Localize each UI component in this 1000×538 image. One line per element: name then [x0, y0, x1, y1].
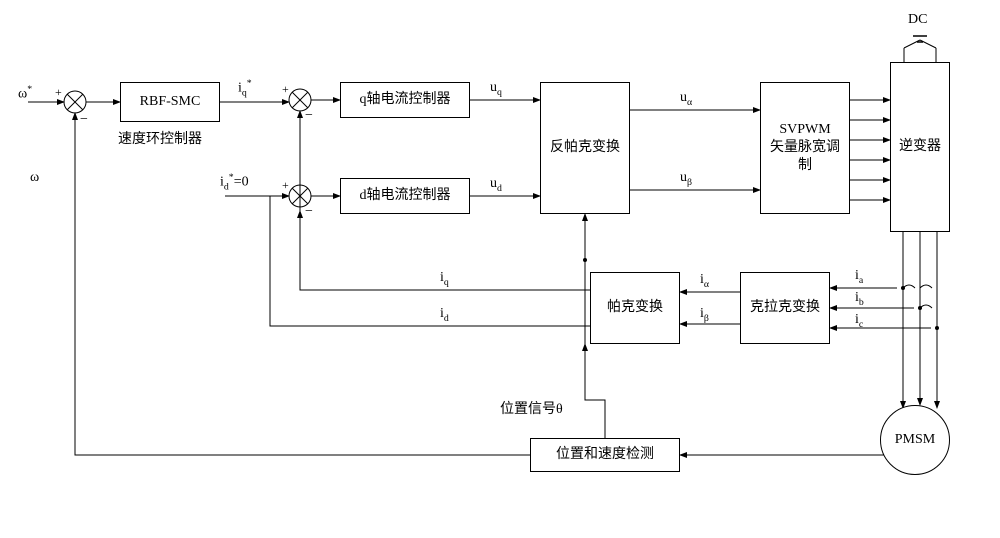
sum-id-minus: −	[305, 204, 313, 220]
label-dc: DC	[908, 12, 927, 28]
block-label: d轴电流控制器	[360, 187, 451, 205]
label-ud: ud	[490, 176, 502, 194]
label-id: id	[440, 306, 449, 324]
block-inverter: 逆变器	[890, 62, 950, 232]
label-ualpha: uα	[680, 90, 692, 108]
block-label: 克拉克变换	[750, 299, 820, 317]
block-label: SVPWM 矢量脉宽调 制	[770, 121, 840, 176]
sum-iq-plus: +	[282, 82, 289, 97]
wire-omega-fb	[75, 113, 530, 455]
block-label: 帕克变换	[607, 299, 663, 317]
wire-ia-tap	[830, 285, 932, 288]
label-omega: ω	[30, 170, 39, 186]
label-uq: uq	[490, 80, 502, 98]
sum-omega-minus: −	[80, 112, 88, 128]
block-park: 帕克变换	[590, 272, 680, 344]
label-theta: 位置信号θ	[500, 398, 563, 418]
wire-id-fb-seg	[270, 196, 590, 326]
block-label: 反帕克变换	[550, 139, 620, 157]
dc-source	[904, 36, 936, 62]
block-label: RBF-SMC	[140, 93, 201, 111]
label-ibeta: iβ	[700, 306, 709, 324]
label-ia: ia	[855, 268, 863, 286]
sum-iq-minus: −	[305, 108, 313, 124]
label-ialpha: iα	[700, 272, 709, 290]
sum-id-plus: +	[282, 178, 289, 193]
block-inv-park: 反帕克变换	[540, 82, 630, 214]
block-label: 位置和速度检测	[556, 446, 654, 464]
label-ic: ic	[855, 312, 863, 330]
label-ib: ib	[855, 290, 864, 308]
label-iq: iq	[440, 270, 449, 288]
label-omega-ref: ω*	[18, 84, 32, 103]
block-clarke: 克拉克变换	[740, 272, 830, 344]
block-d-ctrl: d轴电流控制器	[340, 178, 470, 214]
block-pmsm: PMSM	[880, 405, 950, 475]
block-label: PMSM	[895, 432, 935, 448]
wire-theta-to-park	[585, 344, 605, 438]
block-rbfsmc: RBF-SMC	[120, 82, 220, 122]
label-iq-ref: iq*	[238, 78, 252, 98]
block-label: 逆变器	[899, 138, 941, 156]
label-ubeta: uβ	[680, 170, 692, 188]
block-posdet: 位置和速度检测	[530, 438, 680, 472]
wire-ib-tap	[830, 305, 932, 308]
block-svpwm: SVPWM 矢量脉宽调 制	[760, 82, 850, 214]
block-label: q轴电流控制器	[360, 91, 451, 109]
label-id-ref: id*=0	[220, 172, 249, 192]
block-q-ctrl: q轴电流控制器	[340, 82, 470, 118]
sum-omega-plus: +	[55, 85, 62, 100]
caption-rbfsmc: 速度环控制器	[118, 128, 202, 148]
sum-omega	[64, 91, 86, 113]
